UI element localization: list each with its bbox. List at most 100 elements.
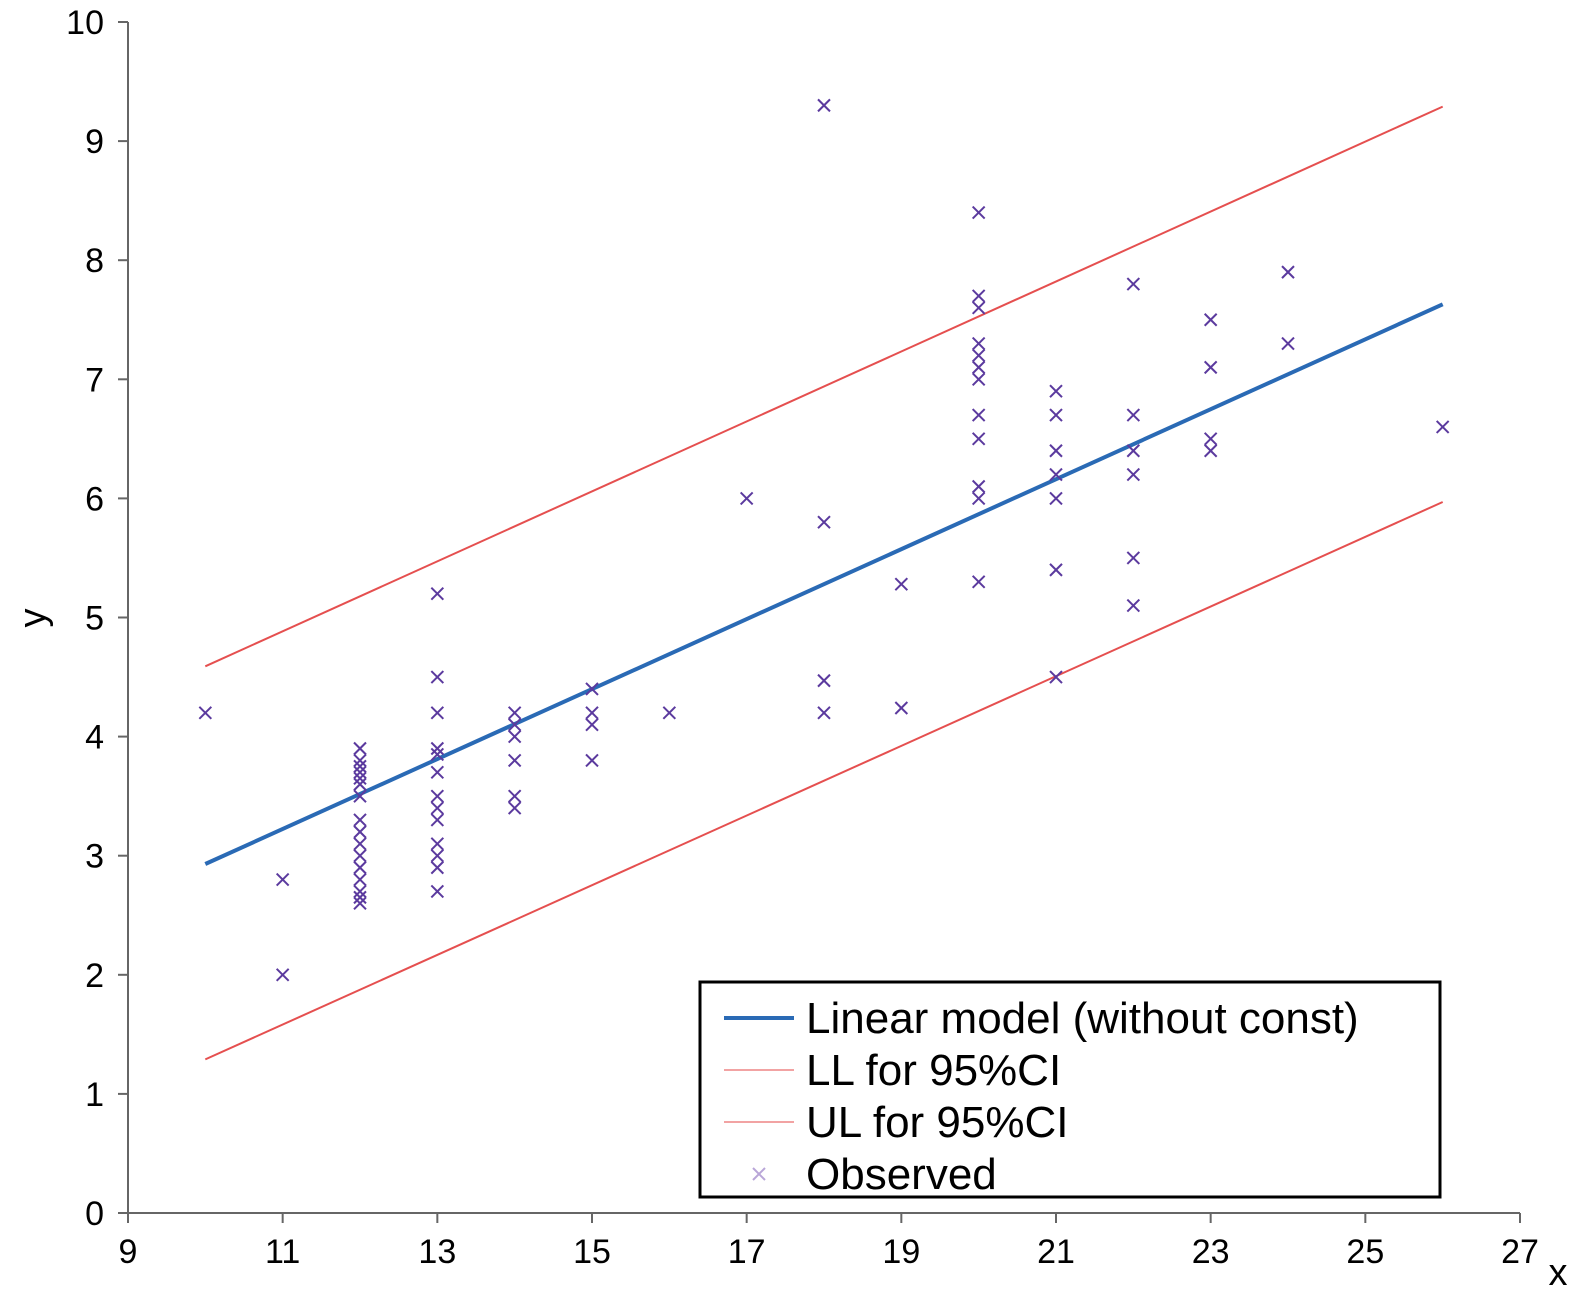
observed-point [353,896,367,911]
x-tick-label: 25 [1346,1233,1384,1271]
y-tick-label: 0 [85,1195,104,1233]
observed-point [971,336,986,351]
observed-point [430,747,445,762]
observed-point [507,789,522,803]
observed-point [1203,360,1218,375]
x-tick-label: 13 [418,1233,456,1271]
observed-point [1203,444,1218,458]
y-tick-label: 2 [85,957,104,995]
y-tick-label: 4 [85,719,104,757]
observed-point [1049,444,1063,458]
legend-label-linear-model: Linear model (without const) [806,994,1359,1043]
observed-point [1126,598,1141,613]
observed-point [353,860,367,875]
observed-point [507,801,522,815]
x-tick-label: 9 [119,1233,138,1271]
observed-point [1049,670,1063,684]
observed-point [739,491,754,506]
x-tick-label: 27 [1501,1233,1539,1271]
observed-point [430,586,445,601]
observed-point [430,789,445,803]
ll-95ci-line [204,501,1444,1061]
x-tick-label: 23 [1192,1233,1230,1271]
observed-point [1281,265,1295,279]
observed-point [430,706,445,720]
observed-point [275,872,290,887]
observed-point [353,771,367,785]
observed-point [894,701,909,715]
ul-95ci-line [204,105,1444,668]
legend-box [698,980,1442,1199]
observed-point [353,884,367,899]
observed-point [1049,384,1063,398]
observed-point [971,348,986,363]
model-lines [204,105,1444,1061]
legend-label-observed: Observed [806,1150,997,1199]
observed-point [353,825,367,839]
observed-point [1049,491,1063,506]
observed-point [1126,277,1141,291]
legend-swatch-observed [752,1167,766,1181]
observed-point [971,408,986,422]
observed-point [1049,408,1063,422]
observed-point [353,765,367,780]
legend: Linear model (without const) LL for 95%C… [698,980,1442,1199]
observed-point [585,753,599,768]
observed-point [353,759,367,774]
observed-point [430,813,445,827]
observed-point [971,491,986,506]
observed-point [353,848,367,863]
observed-point [971,575,986,589]
observed-point [507,729,522,744]
observed-point [817,673,831,688]
observed-point [1126,467,1141,482]
observed-point [817,515,831,529]
x-tick-label: 21 [1037,1233,1075,1271]
observed-point [430,860,445,875]
y-tick-label: 9 [85,123,104,161]
observed-point [1281,336,1295,351]
observed-point [817,98,831,113]
observed-point [585,717,599,732]
observed-point [507,753,522,768]
y-tick-label: 7 [85,361,104,399]
observed-point [275,968,290,982]
observed-point [971,301,986,315]
x-tick-label: 11 [265,1233,300,1271]
observed-point [353,777,367,791]
observed-point [817,706,831,720]
observed-point [971,205,986,220]
observed-point [1126,551,1141,565]
observed-point [430,848,445,863]
observed-point [198,706,213,720]
x-tick-label: 15 [573,1233,611,1271]
observed-point [971,432,986,446]
observed-point [353,837,367,851]
x-tick-label: 19 [882,1233,920,1271]
observed-point [353,789,367,803]
observed-point [353,741,367,756]
observed-point [430,741,445,756]
observed-point [971,289,986,303]
y-axis-title: y [12,609,54,628]
y-tick-label: 3 [85,838,104,876]
linear-model-line [204,302,1444,866]
observed-point [971,372,986,387]
observed-point [894,577,909,591]
observed-point [662,706,677,720]
observed-point [430,670,445,684]
x-tick-label: 17 [728,1233,766,1271]
observed-point [507,706,522,720]
observed-point [430,765,445,780]
observed-point [1049,563,1063,577]
observed-point [1435,420,1450,434]
legend-label-ll: LL for 95%CI [806,1046,1061,1095]
observed-point [1203,313,1218,327]
observed-point [1126,444,1141,458]
y-tick-label: 8 [85,242,104,280]
observed-point [430,837,445,851]
observed-point [585,706,599,720]
observed-point [353,890,367,905]
observed-point [353,753,367,768]
